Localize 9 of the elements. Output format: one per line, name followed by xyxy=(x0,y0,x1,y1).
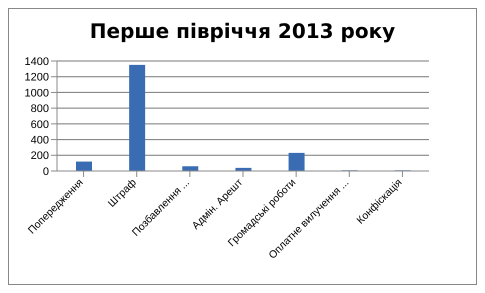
y-tick-label: 1000 xyxy=(24,87,49,100)
y-tick-label: 200 xyxy=(30,150,49,162)
y-tick-label: 0 xyxy=(42,166,49,178)
y-tick-label: 400 xyxy=(30,134,49,146)
y-tick-label: 800 xyxy=(30,103,49,116)
chart-title: Перше півріччя 2013 року xyxy=(88,19,396,45)
y-tick-label: 600 xyxy=(30,118,49,131)
y-tick-label: 1400 xyxy=(24,56,49,68)
y-tick-label: 1200 xyxy=(24,72,49,84)
